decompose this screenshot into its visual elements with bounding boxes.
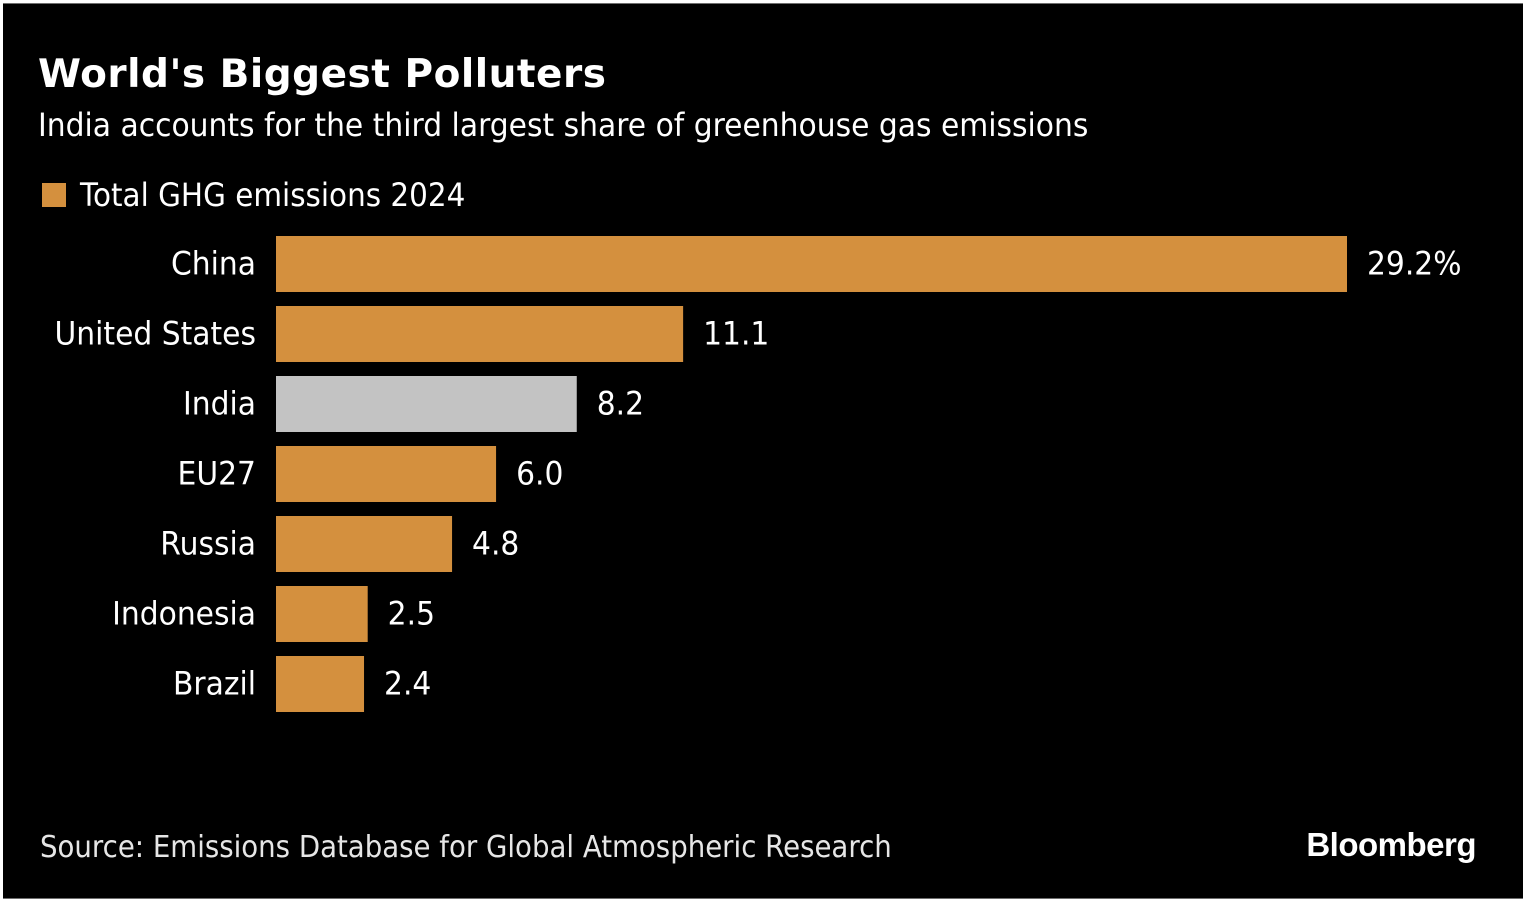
- category-label: Russia: [160, 525, 256, 562]
- legend-swatch: [42, 183, 66, 207]
- bar-eu27: [276, 446, 497, 502]
- data-label: 2.5: [388, 595, 435, 632]
- category-label: EU27: [178, 455, 256, 492]
- legend: Total GHG emissions 2024: [42, 176, 499, 214]
- data-label: 29.2%: [1367, 245, 1462, 282]
- category-label: United States: [55, 315, 256, 352]
- category-label: Brazil: [173, 665, 256, 702]
- data-label: 4.8: [472, 525, 519, 562]
- category-label: India: [183, 385, 256, 422]
- bloomberg-logo: Bloomberg: [1306, 826, 1476, 863]
- data-label: 6.0: [516, 455, 563, 492]
- category-label: China: [171, 245, 256, 282]
- bar-russia: [276, 516, 453, 572]
- category-label: Indonesia: [112, 595, 256, 632]
- data-label: 8.2: [597, 385, 644, 422]
- chart-background: [3, 3, 1523, 899]
- bar-brazil: [276, 656, 365, 712]
- bar-india: [276, 376, 577, 432]
- source-note: Source: Emissions Database for Global At…: [40, 830, 892, 865]
- chart-title: World's Biggest Polluters: [38, 52, 607, 97]
- data-label: 11.1: [703, 315, 769, 352]
- bar-indonesia: [276, 586, 368, 642]
- bar-china: [276, 236, 1347, 292]
- legend-label: Total GHG emissions 2024: [80, 176, 466, 214]
- bar-united-states: [276, 306, 684, 362]
- chart-subtitle: India accounts for the third largest sha…: [38, 106, 1089, 144]
- data-label: 2.4: [384, 665, 431, 702]
